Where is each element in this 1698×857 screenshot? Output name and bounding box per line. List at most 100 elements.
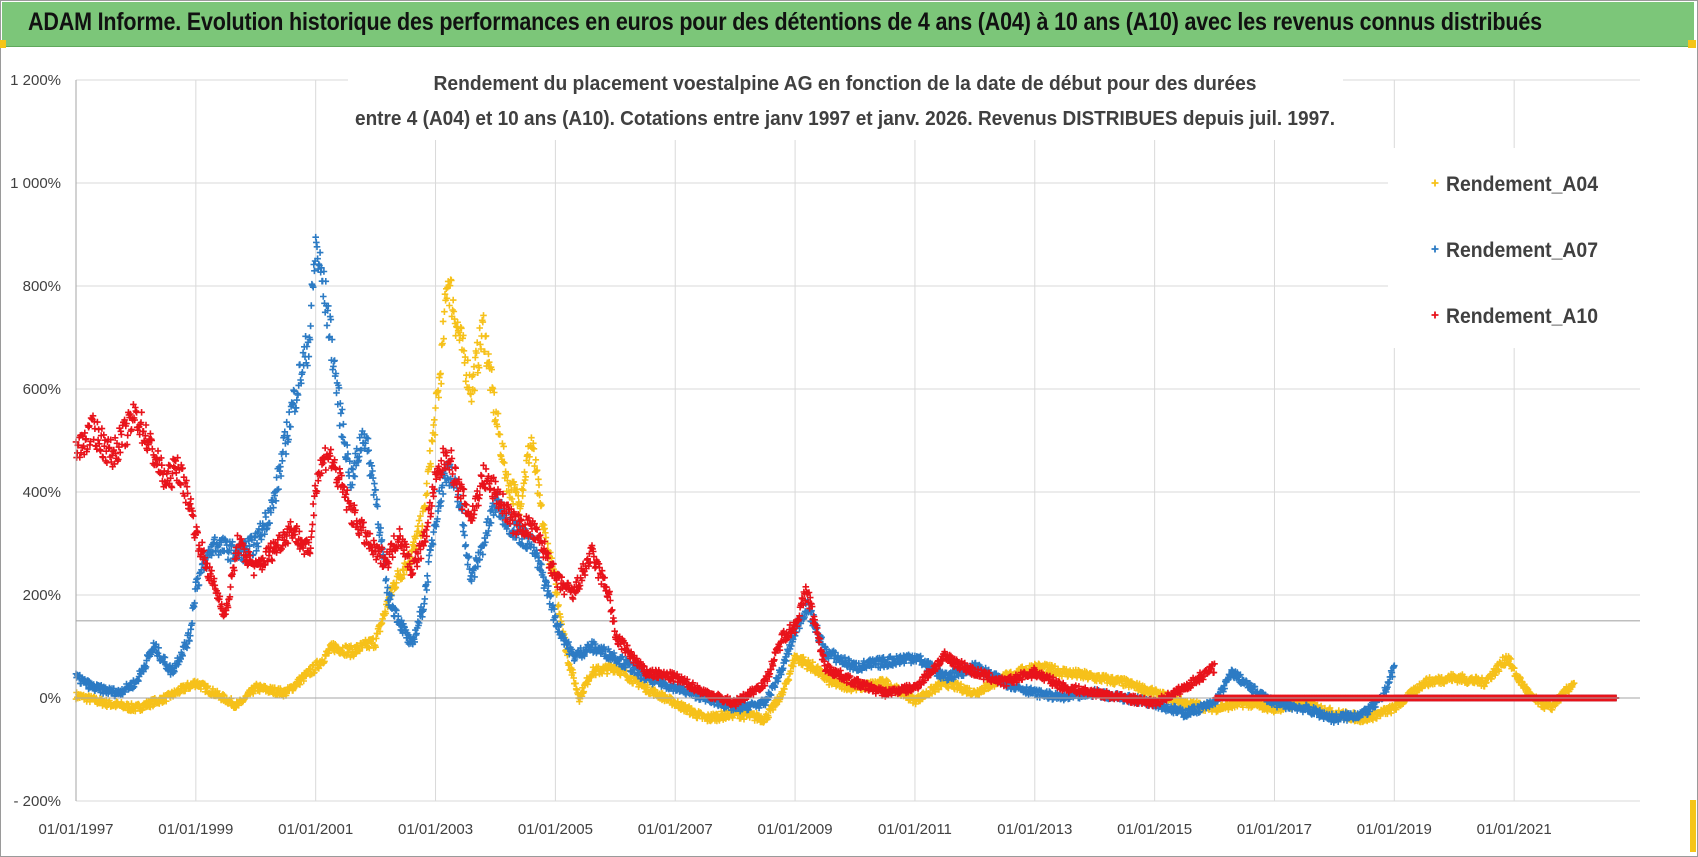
data-point — [521, 468, 528, 476]
data-point — [535, 476, 542, 483]
data-point — [458, 325, 465, 332]
data-point — [323, 322, 331, 329]
data-point — [85, 422, 93, 430]
data-point — [277, 472, 285, 480]
data-point — [435, 394, 442, 401]
data-point — [957, 680, 965, 688]
data-point — [393, 579, 400, 587]
data-point — [474, 369, 482, 376]
data-point — [494, 423, 501, 430]
data-point — [470, 371, 477, 379]
data-point — [473, 349, 480, 357]
data-point — [398, 575, 406, 582]
data-point — [434, 387, 442, 394]
data-point — [176, 688, 184, 696]
data-point — [554, 589, 561, 597]
data-point — [305, 353, 313, 360]
data-point — [356, 647, 364, 655]
data-point — [800, 653, 807, 661]
data-point — [279, 457, 286, 465]
data-point — [460, 347, 468, 355]
data-point — [339, 434, 347, 441]
data-point — [467, 391, 475, 398]
data-point — [1449, 677, 1456, 685]
data-point — [219, 691, 227, 698]
data-point — [446, 302, 453, 309]
data-point — [883, 676, 890, 684]
data-point — [459, 521, 466, 529]
data-point — [308, 302, 315, 309]
data-point — [460, 332, 467, 339]
data-point — [296, 361, 304, 368]
data-point — [116, 449, 124, 456]
data-point — [287, 423, 294, 431]
data-point — [460, 528, 467, 535]
data-point — [781, 685, 788, 693]
data-point — [501, 459, 508, 467]
data-point — [448, 277, 455, 284]
data-point — [500, 443, 507, 450]
data-point — [522, 473, 529, 481]
data-point — [376, 628, 384, 635]
data-point — [443, 295, 451, 302]
data-point — [426, 447, 434, 455]
data-point — [482, 332, 490, 340]
data-point — [285, 408, 293, 416]
data-point — [494, 410, 502, 417]
data-point — [125, 701, 132, 708]
data-point — [162, 697, 170, 705]
data-point — [518, 485, 526, 493]
data-point — [468, 398, 475, 405]
data-point — [351, 473, 359, 480]
data-point — [347, 642, 355, 650]
data-point — [526, 453, 533, 461]
data-point — [204, 682, 212, 690]
data-point — [449, 296, 457, 304]
data-point — [340, 420, 347, 428]
data-point — [423, 480, 430, 487]
data-point — [336, 422, 343, 429]
data-point — [462, 541, 470, 549]
data-point — [504, 471, 512, 478]
header-banner: ADAM Informe. Evolution historique des p… — [2, 2, 1694, 47]
data-point — [488, 366, 495, 373]
data-point — [424, 572, 431, 580]
data-point — [1314, 701, 1321, 709]
data-point — [496, 431, 504, 438]
data-point — [437, 370, 444, 377]
data-point — [431, 416, 438, 424]
data-point — [476, 324, 483, 332]
data-point — [423, 586, 430, 594]
data-point — [519, 486, 527, 494]
data-point — [273, 474, 280, 481]
data-point — [566, 661, 573, 668]
data-point — [425, 558, 432, 566]
data-point — [525, 459, 533, 467]
data-point — [533, 467, 541, 474]
data-point — [1392, 706, 1400, 713]
data-point — [417, 512, 424, 520]
data-point — [440, 335, 447, 342]
data-point — [580, 688, 588, 695]
data-point — [371, 480, 378, 487]
data-point — [313, 243, 321, 251]
data-point — [421, 595, 429, 603]
data-point — [439, 340, 446, 347]
data-point — [461, 532, 468, 539]
data-point — [320, 293, 327, 300]
data-point — [538, 501, 545, 509]
data-point — [570, 674, 577, 682]
data-point — [209, 685, 217, 693]
data-point — [424, 490, 431, 497]
data-point — [300, 677, 307, 685]
data-point — [465, 384, 473, 391]
data-point — [531, 462, 538, 470]
data-point — [592, 671, 600, 679]
data-point — [307, 322, 314, 330]
data-point — [400, 571, 408, 578]
data-point — [471, 387, 478, 394]
data-point — [321, 658, 328, 665]
corner-marker-top-right — [1688, 40, 1696, 48]
